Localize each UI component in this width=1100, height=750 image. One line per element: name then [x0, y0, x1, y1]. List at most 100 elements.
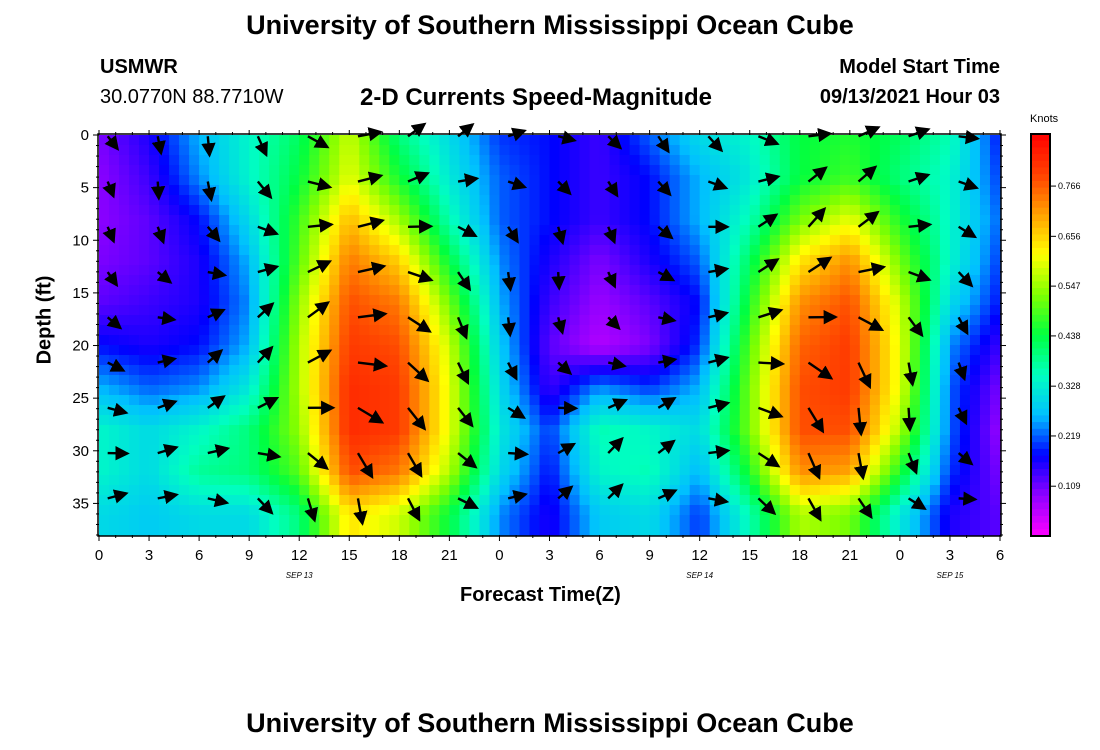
heat-cell: [679, 175, 691, 186]
heat-cell: [509, 425, 521, 436]
heat-cell: [109, 435, 120, 446]
heat-cell: [199, 475, 210, 486]
heat-cell: [399, 135, 410, 146]
heat-cell: [249, 285, 260, 296]
heat-cell: [879, 525, 891, 536]
heat-cell: [589, 445, 601, 456]
heat-cell: [179, 185, 190, 196]
heat-cell: [289, 275, 300, 286]
heat-cell: [599, 315, 611, 326]
heat-cell: [829, 245, 841, 256]
heat-cell: [669, 405, 681, 416]
heat-cell: [359, 485, 370, 496]
heat-cell: [449, 445, 460, 456]
heat-cell: [939, 305, 951, 316]
heat-cell: [649, 205, 661, 216]
heat-cell: [409, 375, 420, 386]
heat-cell: [409, 295, 420, 306]
heat-cell: [529, 415, 541, 426]
heat-cell: [269, 485, 280, 496]
heat-cell: [619, 155, 631, 166]
heat-cell: [159, 505, 170, 516]
heat-cell: [949, 165, 961, 176]
heat-cell: [239, 375, 250, 386]
heat-cell: [589, 485, 601, 496]
heat-cell: [529, 375, 541, 386]
vector-arrow: [151, 136, 166, 156]
heat-cell: [879, 395, 891, 406]
heat-cell: [479, 505, 491, 516]
heat-cell: [489, 145, 501, 156]
heat-cell: [469, 355, 481, 366]
heat-cell: [879, 455, 891, 466]
heat-cell: [819, 265, 831, 276]
heat-cell: [109, 175, 120, 186]
heat-cell: [569, 325, 581, 336]
heat-cell: [629, 425, 641, 436]
heat-cell: [409, 385, 420, 396]
heat-cell: [119, 205, 130, 216]
heat-cell: [699, 395, 711, 406]
heat-cell: [819, 135, 831, 146]
heat-cell: [279, 165, 290, 176]
heat-cell: [219, 235, 230, 246]
heat-cell: [779, 205, 791, 216]
heat-cell: [829, 465, 841, 476]
heat-cell: [279, 355, 290, 366]
heat-cell: [929, 185, 941, 196]
heat-cell: [149, 425, 160, 436]
heat-cell: [589, 255, 601, 266]
heat-cell: [179, 195, 190, 206]
heat-cell: [299, 165, 310, 176]
heat-cell: [389, 295, 400, 306]
vector-arrow: [104, 135, 120, 151]
heat-cell: [419, 285, 430, 296]
heat-cell: [479, 315, 491, 326]
heat-cell: [539, 435, 551, 446]
heat-cell: [329, 445, 340, 456]
heat-cell: [479, 415, 491, 426]
heat-cell: [749, 145, 761, 156]
heat-cell: [239, 455, 250, 466]
heat-cell: [279, 525, 290, 536]
vector-arrow: [658, 354, 678, 369]
heat-cell: [599, 325, 611, 336]
heat-cell: [699, 235, 711, 246]
heat-cell: [179, 405, 190, 416]
heat-cell: [709, 485, 721, 496]
heat-cell: [719, 135, 731, 146]
heat-cell: [419, 485, 430, 496]
x-tick-label: 3: [946, 547, 954, 564]
heat-cell: [149, 415, 160, 426]
heat-cell: [649, 265, 661, 276]
heat-cell: [179, 395, 190, 406]
heat-cell: [209, 415, 220, 426]
heat-cell: [669, 445, 681, 456]
heat-cell: [859, 395, 871, 406]
heat-cell: [139, 435, 150, 446]
heat-cell: [439, 235, 450, 246]
heat-cell: [289, 235, 300, 246]
heat-cell: [269, 515, 280, 526]
heat-cell: [629, 235, 641, 246]
heat-cell: [459, 465, 471, 476]
heat-cell: [319, 235, 330, 246]
heat-cell: [399, 165, 410, 176]
heat-cell: [129, 485, 140, 496]
heat-cell: [389, 325, 400, 336]
heat-cell: [729, 295, 741, 306]
heat-cell: [479, 435, 491, 446]
heat-cell: [439, 335, 450, 346]
heat-cell: [549, 345, 561, 356]
heat-cell: [159, 425, 170, 436]
heat-cell: [969, 425, 981, 436]
heat-cell: [649, 235, 661, 246]
vector-arrow: [858, 262, 887, 277]
heat-cell: [229, 445, 240, 456]
heat-cell: [239, 445, 250, 456]
heat-cell: [989, 335, 1001, 346]
heat-cell: [949, 145, 961, 156]
heat-cell: [399, 265, 410, 276]
heat-cell: [409, 355, 420, 366]
heat-cell: [509, 505, 521, 516]
